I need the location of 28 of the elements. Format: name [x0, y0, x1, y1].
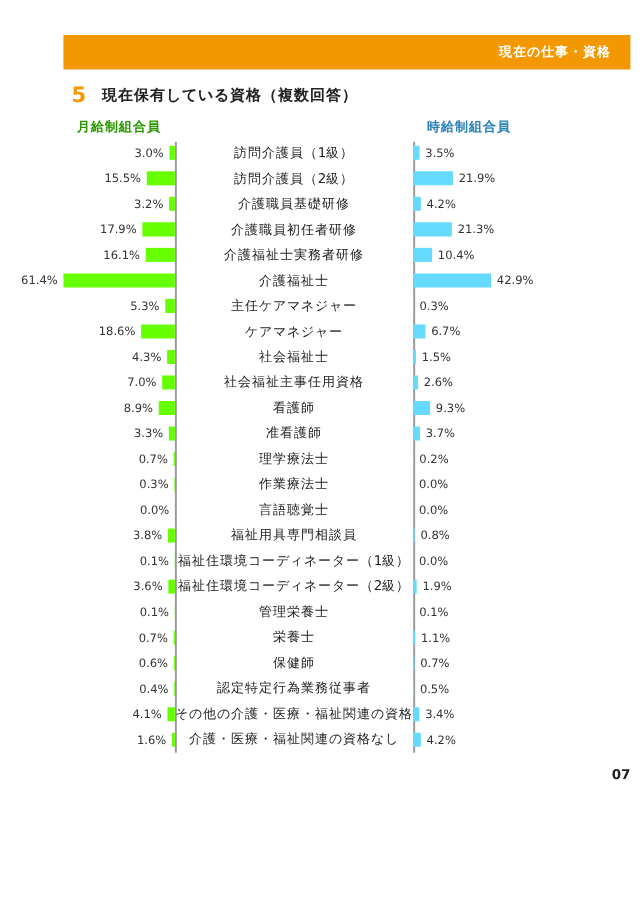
bar	[413, 707, 420, 722]
bar	[413, 426, 420, 441]
bar	[141, 324, 175, 339]
bar	[169, 145, 175, 160]
bar	[413, 324, 426, 339]
text: 現在保有している資格（複数回答）	[99, 86, 358, 105]
bar	[169, 196, 175, 211]
bar	[162, 375, 175, 390]
bar	[413, 196, 421, 211]
bar	[413, 145, 420, 160]
bar	[413, 732, 421, 747]
bar	[63, 273, 175, 288]
bar	[146, 171, 175, 186]
bar	[413, 247, 433, 262]
bar	[413, 171, 453, 186]
bar	[167, 707, 175, 722]
bar	[413, 273, 492, 288]
bar	[168, 528, 175, 543]
bar	[168, 426, 175, 441]
bar	[413, 222, 452, 237]
bar	[168, 579, 175, 594]
bar	[165, 298, 175, 313]
bar	[142, 222, 175, 237]
bar	[167, 349, 175, 364]
bar	[158, 400, 175, 416]
bar	[145, 247, 175, 262]
text: 5	[71, 84, 87, 109]
bar	[413, 400, 431, 416]
